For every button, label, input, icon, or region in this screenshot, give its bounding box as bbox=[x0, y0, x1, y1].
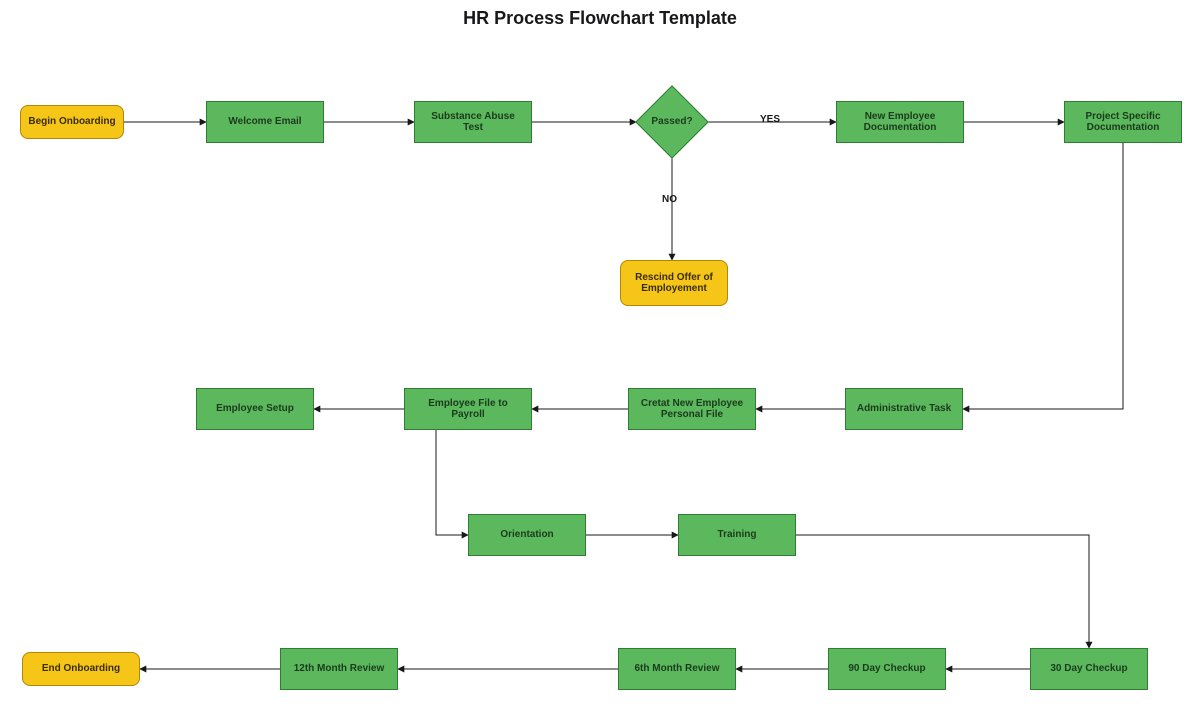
node-label: Substance Abuse Test bbox=[421, 111, 525, 134]
node-end: End Onboarding bbox=[22, 652, 140, 686]
node-orient: Orientation bbox=[468, 514, 586, 556]
node-label: Training bbox=[718, 529, 757, 541]
node-label: Orientation bbox=[500, 529, 553, 541]
node-admin: Administrative Task bbox=[845, 388, 963, 430]
edge-label-no: NO bbox=[662, 194, 677, 205]
node-label: 6th Month Review bbox=[634, 663, 719, 675]
node-createpf: Cretat New Employee Personal File bbox=[628, 388, 756, 430]
node-sat: Substance Abuse Test bbox=[414, 101, 532, 143]
node-label: Rescind Offer of Employement bbox=[627, 272, 721, 295]
node-esetup: Employee Setup bbox=[196, 388, 314, 430]
node-begin: Begin Onboarding bbox=[20, 105, 124, 139]
node-label: 30 Day Checkup bbox=[1050, 663, 1127, 675]
node-payroll: Employee File to Payroll bbox=[404, 388, 532, 430]
edge-projdoc-admin bbox=[963, 143, 1123, 409]
node-label: Passed? bbox=[651, 116, 692, 128]
node-label: Employee File to Payroll bbox=[411, 398, 525, 421]
node-label: New Employee Documentation bbox=[843, 111, 957, 134]
node-label: 90 Day Checkup bbox=[848, 663, 925, 675]
node-label: Administrative Task bbox=[857, 403, 951, 415]
node-label: End Onboarding bbox=[42, 663, 120, 675]
node-chk90: 90 Day Checkup bbox=[828, 648, 946, 690]
node-label: Project Specific Documentation bbox=[1071, 111, 1175, 134]
flowchart-canvas: HR Process Flowchart Template Begin Onbo… bbox=[0, 0, 1200, 716]
node-rev6: 6th Month Review bbox=[618, 648, 736, 690]
node-projdoc: Project Specific Documentation bbox=[1064, 101, 1182, 143]
edge-label-yes: YES bbox=[760, 114, 780, 125]
node-newdoc: New Employee Documentation bbox=[836, 101, 964, 143]
node-label: Cretat New Employee Personal File bbox=[635, 398, 749, 421]
edge-payroll-orient bbox=[436, 430, 468, 535]
node-rev12: 12th Month Review bbox=[280, 648, 398, 690]
page-title: HR Process Flowchart Template bbox=[0, 8, 1200, 29]
node-chk30: 30 Day Checkup bbox=[1030, 648, 1148, 690]
node-label: Welcome Email bbox=[228, 116, 301, 128]
edge-training-chk30 bbox=[796, 535, 1089, 648]
node-welcome: Welcome Email bbox=[206, 101, 324, 143]
node-label: Begin Onboarding bbox=[28, 116, 115, 128]
node-passed: Passed? bbox=[636, 86, 708, 158]
node-label: 12th Month Review bbox=[294, 663, 385, 675]
node-rescind: Rescind Offer of Employement bbox=[620, 260, 728, 306]
node-label: Employee Setup bbox=[216, 403, 294, 415]
edges-layer bbox=[0, 0, 1200, 716]
node-training: Training bbox=[678, 514, 796, 556]
